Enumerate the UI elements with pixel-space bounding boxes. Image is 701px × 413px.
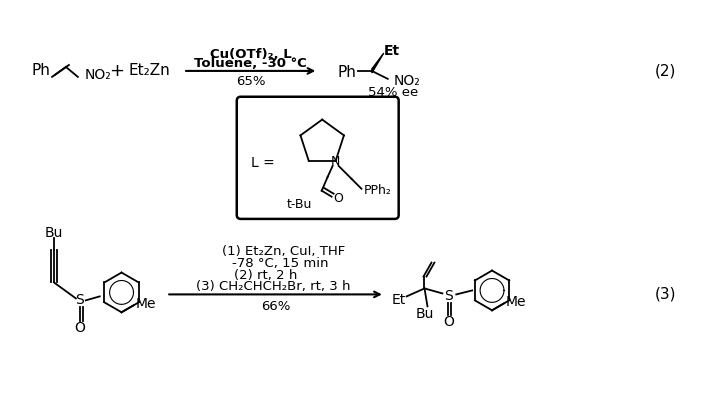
Text: Et₂Zn: Et₂Zn [128,64,170,78]
Text: Me: Me [506,295,526,309]
Text: Me: Me [135,297,156,311]
Text: (3) CH₂CHCH₂Br, rt, 3 h: (3) CH₂CHCH₂Br, rt, 3 h [196,280,350,293]
Text: Et: Et [392,293,406,307]
Text: Toluene, -30 °C: Toluene, -30 °C [194,57,307,71]
Text: (2): (2) [655,64,676,78]
Text: S: S [444,290,453,304]
Text: N: N [331,155,340,169]
Polygon shape [372,53,383,73]
Text: +: + [109,62,124,80]
Text: S: S [76,293,84,307]
Text: Cu(OTf)₂, L: Cu(OTf)₂, L [210,47,292,61]
Text: t-Bu: t-Bu [287,198,312,211]
Text: -78 °C, 15 min: -78 °C, 15 min [232,257,329,270]
Text: O: O [74,321,86,335]
Text: Bu: Bu [415,307,434,321]
Text: O: O [334,192,343,205]
Text: Et: Et [383,44,400,58]
Text: NO₂: NO₂ [394,74,421,88]
Text: Ph: Ph [337,65,356,81]
FancyBboxPatch shape [237,97,399,219]
Text: L =: L = [251,156,275,170]
Text: 54% ee: 54% ee [368,86,418,99]
Text: (2) rt, 2 h: (2) rt, 2 h [234,269,297,282]
Text: PPh₂: PPh₂ [363,184,391,197]
Text: Ph: Ph [31,64,50,78]
Text: NO₂: NO₂ [85,68,111,82]
Text: (3): (3) [655,287,676,302]
Text: Bu: Bu [45,226,63,240]
Text: 65%: 65% [236,75,266,88]
Text: O: O [443,315,454,329]
Text: (1) Et₂Zn, CuI, THF: (1) Et₂Zn, CuI, THF [222,245,345,258]
Text: 66%: 66% [261,300,290,313]
